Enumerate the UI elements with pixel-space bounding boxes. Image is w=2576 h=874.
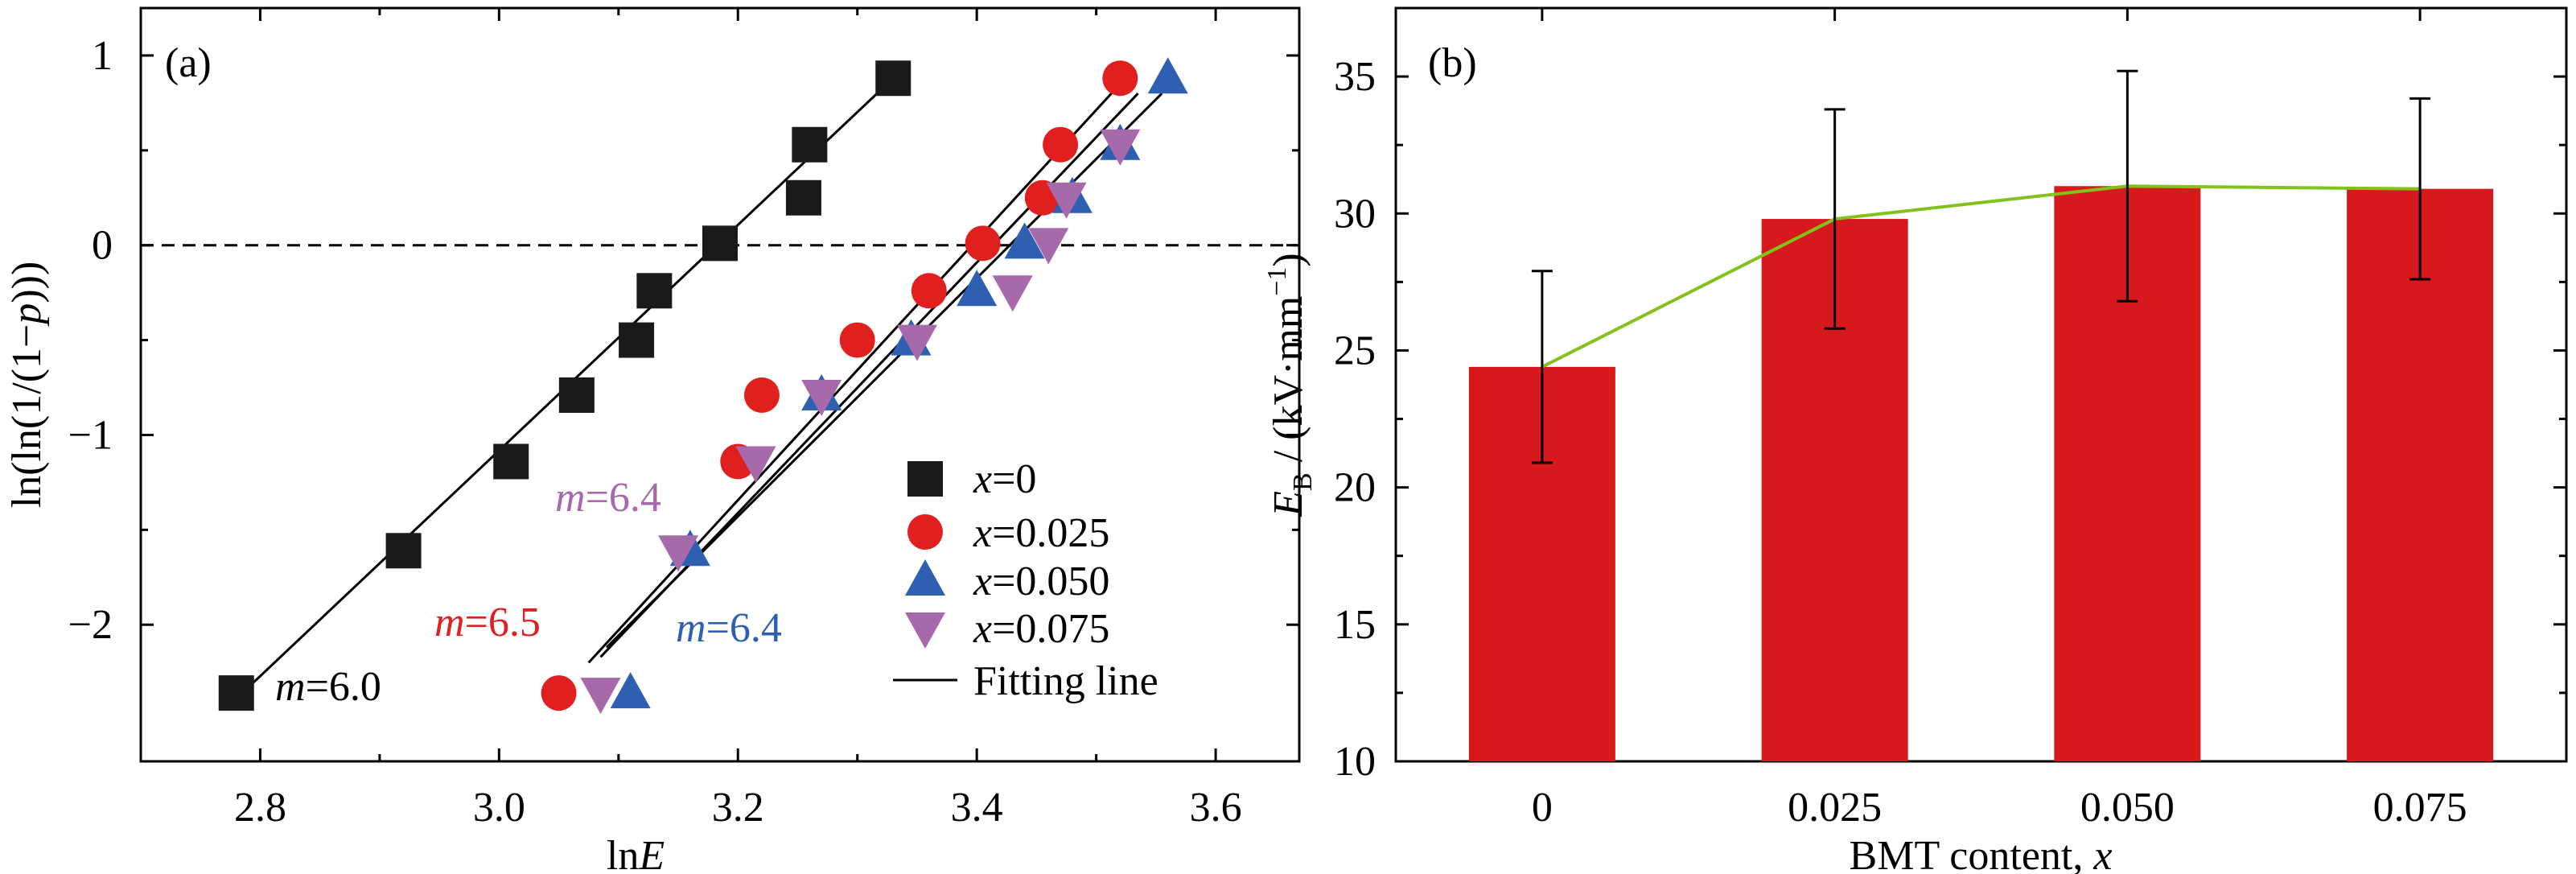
error-bar-0.075 — [2409, 97, 2431, 281]
x-tick-label: 0.050 — [2080, 785, 2175, 831]
error-bar-0 — [1531, 270, 1553, 464]
x-tick-label: 0 — [1532, 785, 1553, 831]
data-point-x0 — [875, 60, 911, 97]
data-point-x0 — [792, 126, 828, 163]
y-tick-label: 30 — [1334, 191, 1376, 237]
legend-marker-x075 — [905, 612, 945, 649]
data-point-x0 — [385, 533, 422, 569]
y-tick-label: 35 — [1334, 54, 1376, 100]
error-bar-0.025 — [1824, 108, 1846, 330]
slope-labels: m=6.0 m=6.5 m=6.4 m=6.4 — [275, 475, 782, 710]
y-tick-label: 20 — [1334, 465, 1376, 511]
error-bars — [1531, 69, 2431, 464]
data-point-x025 — [1043, 126, 1079, 163]
m-label-x050: m=6.4 — [676, 605, 782, 651]
data-point-x075 — [1028, 228, 1069, 265]
data-point-x075 — [801, 379, 842, 416]
data-point-x075 — [658, 535, 699, 572]
legend-markers — [905, 461, 945, 649]
panel-b-label: (b) — [1428, 40, 1477, 86]
x-tick-label: 3.4 — [951, 785, 1003, 831]
data-point-x0 — [702, 225, 738, 262]
x-tick-label: 0.025 — [1788, 785, 1882, 831]
data-point-x0 — [636, 273, 673, 309]
data-point-x025 — [1102, 60, 1138, 97]
legend-label-x0: x=0 — [973, 456, 1036, 502]
data-point-x075 — [735, 446, 776, 483]
data-point-x0 — [218, 675, 254, 711]
m-label-x025: m=6.5 — [434, 600, 541, 645]
data-point-x0 — [558, 377, 595, 413]
data-point-x075 — [896, 324, 937, 361]
error-bar-0.050 — [2117, 69, 2138, 303]
legend-marker-x025 — [907, 514, 943, 550]
data-point-x075 — [1046, 182, 1087, 219]
y-tick-label: −1 — [68, 412, 113, 458]
legend-marker-x0 — [907, 461, 943, 497]
x-tick-label: 3.6 — [1190, 785, 1242, 831]
panel-a-frame — [139, 6, 1301, 763]
x-tick-label: 3.2 — [712, 785, 764, 831]
legend-marker-x050 — [905, 559, 945, 596]
data-point-x025 — [839, 322, 875, 358]
m-label-x0: m=6.0 — [275, 664, 381, 710]
data-point-x050 — [1147, 57, 1188, 94]
y-tick-label: 1 — [92, 33, 113, 79]
legend-label-fit: Fitting line — [973, 658, 1158, 704]
data-markers — [218, 57, 1188, 715]
trend-line — [1541, 184, 2421, 369]
panel-a-x-axis-label: lnE — [607, 833, 665, 874]
panel-b-frame — [1394, 6, 2568, 763]
data-point-x050 — [610, 672, 651, 709]
panel-b-ticks: 10 15 20 25 30 35 0 0.025 0.050 0.075 — [1334, 8, 2566, 831]
panel-a-ticks: 2.8 3.0 3.2 3.4 3.6 −2 −1 0 1 — [68, 8, 1299, 831]
panel-b-bar-chart: 10 15 20 25 30 35 0 0.025 0.050 0.075 (b) BMT con… — [1262, 6, 2568, 874]
data-point-x075 — [580, 678, 621, 715]
data-point-x075 — [1100, 129, 1141, 166]
x-tick-label: 0.075 — [2373, 785, 2467, 831]
m-label-x075: m=6.4 — [555, 475, 661, 521]
y-tick-label: 0 — [92, 223, 113, 269]
panel-b-y-axis-label: EB / (kV·mm−1) — [1262, 253, 1318, 517]
data-point-x0 — [785, 179, 821, 216]
data-point-x025 — [541, 675, 577, 711]
panel-a-y-axis-label: ln(ln(1/(1−p))) — [4, 262, 50, 509]
x-tick-label: 3.0 — [473, 785, 525, 831]
bars — [1468, 186, 2494, 762]
bar-0.075 — [2347, 188, 2494, 761]
panel-a-label: (a) — [165, 40, 212, 86]
data-point-x025 — [743, 377, 780, 413]
legend-label-x025: x=0.025 — [973, 510, 1109, 556]
panel-a-legend: x=0 x=0.025 x=0.050 x=0.075 Fitting line — [893, 456, 1158, 704]
y-tick-label: −2 — [68, 602, 113, 648]
panel-a-line-chart: 2.8 3.0 3.2 3.4 3.6 −2 −1 0 1 (a) lnE ln(ln(1/(1… — [4, 6, 1301, 874]
data-point-x050 — [957, 270, 998, 307]
y-tick-label: 15 — [1334, 602, 1376, 648]
y-tick-label: 25 — [1334, 328, 1376, 373]
data-point-x025 — [965, 225, 1001, 262]
legend-label-x050: x=0.050 — [973, 559, 1109, 604]
panel-b-x-axis-label: BMT content, x — [1850, 833, 2113, 874]
x-tick-label: 2.8 — [234, 785, 286, 831]
legend-label-x075: x=0.075 — [973, 606, 1109, 652]
y-tick-label: 10 — [1334, 739, 1376, 785]
data-point-x0 — [493, 443, 529, 480]
data-point-x0 — [619, 322, 655, 358]
data-point-x075 — [992, 275, 1033, 312]
data-point-x050 — [1004, 222, 1045, 259]
data-point-x025 — [911, 273, 947, 309]
